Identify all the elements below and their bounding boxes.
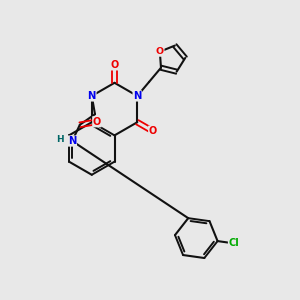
Text: O: O [93, 117, 101, 127]
Text: Cl: Cl [229, 238, 239, 248]
Text: O: O [156, 47, 164, 56]
Text: N: N [133, 91, 142, 101]
Text: O: O [149, 126, 157, 136]
Text: N: N [88, 91, 96, 101]
Text: O: O [110, 60, 119, 70]
Text: N: N [68, 136, 76, 146]
Text: H: H [56, 135, 64, 144]
